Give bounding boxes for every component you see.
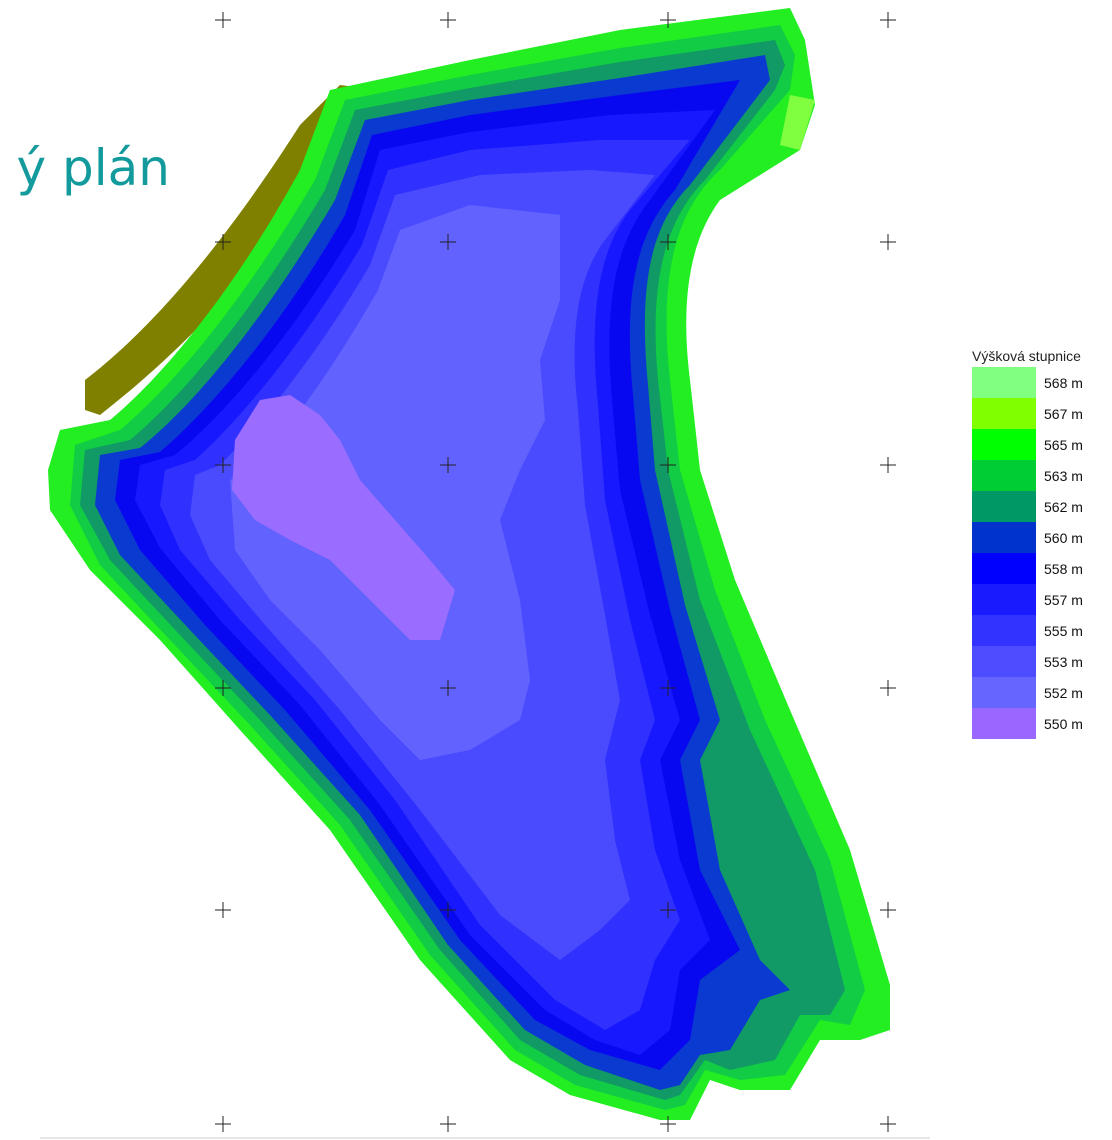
elevation-legend: Výšková stupnice 568 m 567 m 565 m 563 m… bbox=[972, 346, 1107, 739]
legend-swatch bbox=[972, 615, 1036, 646]
legend-row: 563 m bbox=[972, 460, 1107, 491]
legend-label: 552 m bbox=[1044, 684, 1083, 701]
legend-swatch bbox=[972, 708, 1036, 739]
legend-swatch bbox=[972, 460, 1036, 491]
legend-row: 567 m bbox=[972, 398, 1107, 429]
legend-row: 557 m bbox=[972, 584, 1107, 615]
legend-label: 550 m bbox=[1044, 715, 1083, 732]
legend-label: 567 m bbox=[1044, 405, 1083, 422]
legend-row: 560 m bbox=[972, 522, 1107, 553]
terrain-patch-568 bbox=[780, 95, 815, 150]
legend-label: 553 m bbox=[1044, 653, 1083, 670]
legend-swatch bbox=[972, 398, 1036, 429]
legend-row: 568 m bbox=[972, 367, 1107, 398]
legend-row: 553 m bbox=[972, 646, 1107, 677]
terrain-band-552 bbox=[230, 205, 560, 760]
legend-label: 568 m bbox=[1044, 374, 1083, 391]
terrain-band-550 bbox=[232, 395, 455, 640]
legend-row: 550 m bbox=[972, 708, 1107, 739]
grid-marks bbox=[215, 12, 896, 1132]
legend-title: Výšková stupnice bbox=[972, 348, 1081, 364]
legend-label: 555 m bbox=[1044, 622, 1083, 639]
legend-row: 552 m bbox=[972, 677, 1107, 708]
legend-swatch bbox=[972, 429, 1036, 460]
legend-label: 565 m bbox=[1044, 436, 1083, 453]
legend-row: 558 m bbox=[972, 553, 1107, 584]
legend-label: 557 m bbox=[1044, 591, 1083, 608]
legend-label: 558 m bbox=[1044, 560, 1083, 577]
legend-label: 563 m bbox=[1044, 467, 1083, 484]
legend-row: 555 m bbox=[972, 615, 1107, 646]
legend-swatch bbox=[972, 522, 1036, 553]
legend-row: 565 m bbox=[972, 429, 1107, 460]
legend-swatch bbox=[972, 367, 1036, 398]
slide-title: ý plán bbox=[16, 139, 170, 197]
legend-label: 562 m bbox=[1044, 498, 1083, 515]
legend-swatch bbox=[972, 553, 1036, 584]
legend-label: 560 m bbox=[1044, 529, 1083, 546]
legend-swatch bbox=[972, 584, 1036, 615]
legend-swatch bbox=[972, 646, 1036, 677]
legend-swatch bbox=[972, 491, 1036, 522]
legend-swatch bbox=[972, 677, 1036, 708]
legend-row: 562 m bbox=[972, 491, 1107, 522]
